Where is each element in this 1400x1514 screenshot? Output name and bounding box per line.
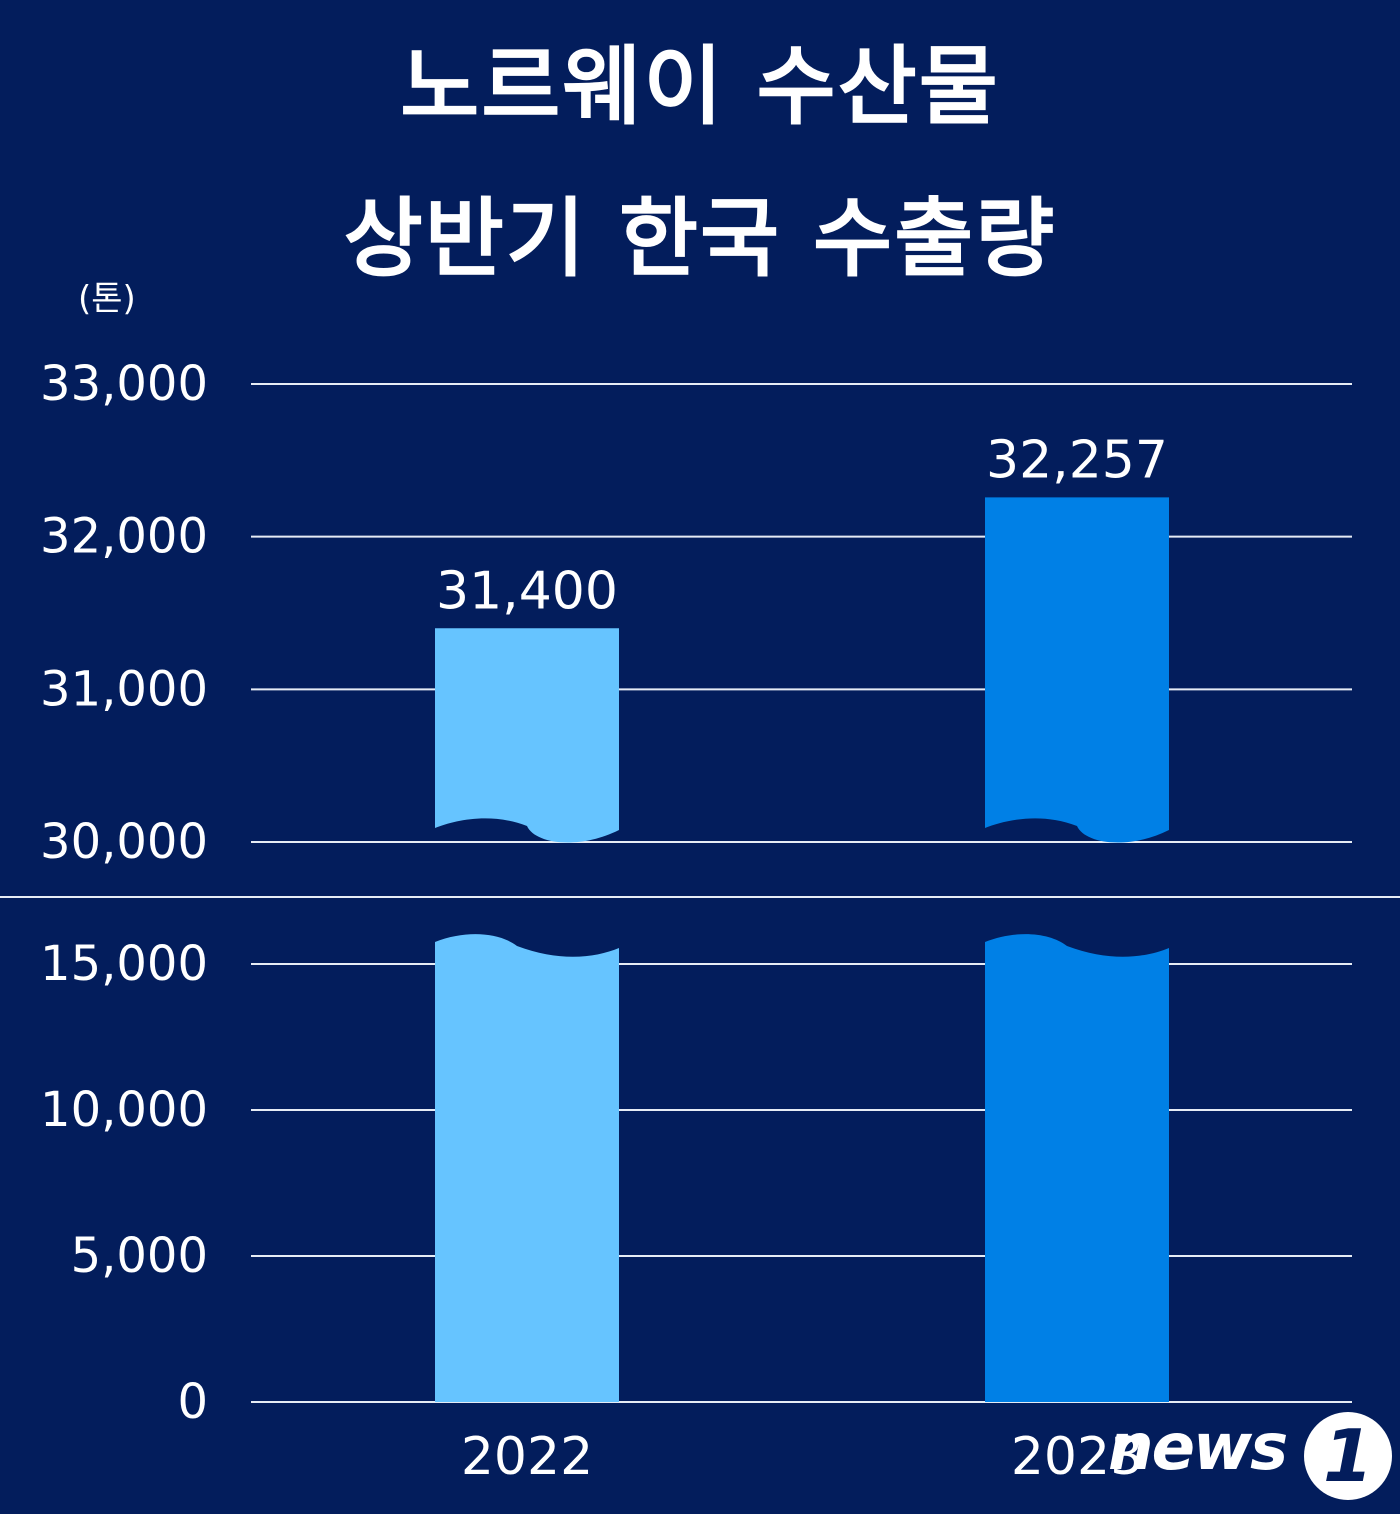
news1-logo: news 1 — [1108, 1412, 1398, 1508]
chart-title-line-2: 상반기 한국 수출량 — [343, 189, 1057, 289]
bar-2023-upper — [985, 497, 1169, 843]
bar-2023-lower — [985, 934, 1169, 1402]
bar-2022-upper — [435, 628, 619, 843]
y-tick-label: 33,000 — [40, 356, 208, 412]
y-tick-label: 32,000 — [40, 509, 208, 565]
y-tick-label: 15,000 — [40, 936, 208, 992]
y-tick-label: 30,000 — [40, 814, 208, 870]
data-label: 31,400 — [436, 561, 618, 621]
bar-2022-lower — [435, 934, 619, 1402]
y-axis-unit-label: (톤) — [78, 279, 136, 319]
x-tick-label: 2023 — [1011, 1427, 1143, 1487]
y-tick-label: 0 — [177, 1374, 208, 1430]
logo-text: news — [1108, 1411, 1288, 1485]
data-label: 32,257 — [986, 430, 1168, 490]
y-tick-label: 10,000 — [40, 1082, 208, 1138]
chart-title-line-1: 노르웨이 수산물 — [400, 37, 1000, 137]
logo-badge: 1 — [1304, 1412, 1392, 1500]
y-tick-label: 5,000 — [71, 1228, 208, 1284]
x-tick-label: 2022 — [461, 1427, 593, 1487]
y-tick-label: 31,000 — [40, 661, 208, 717]
